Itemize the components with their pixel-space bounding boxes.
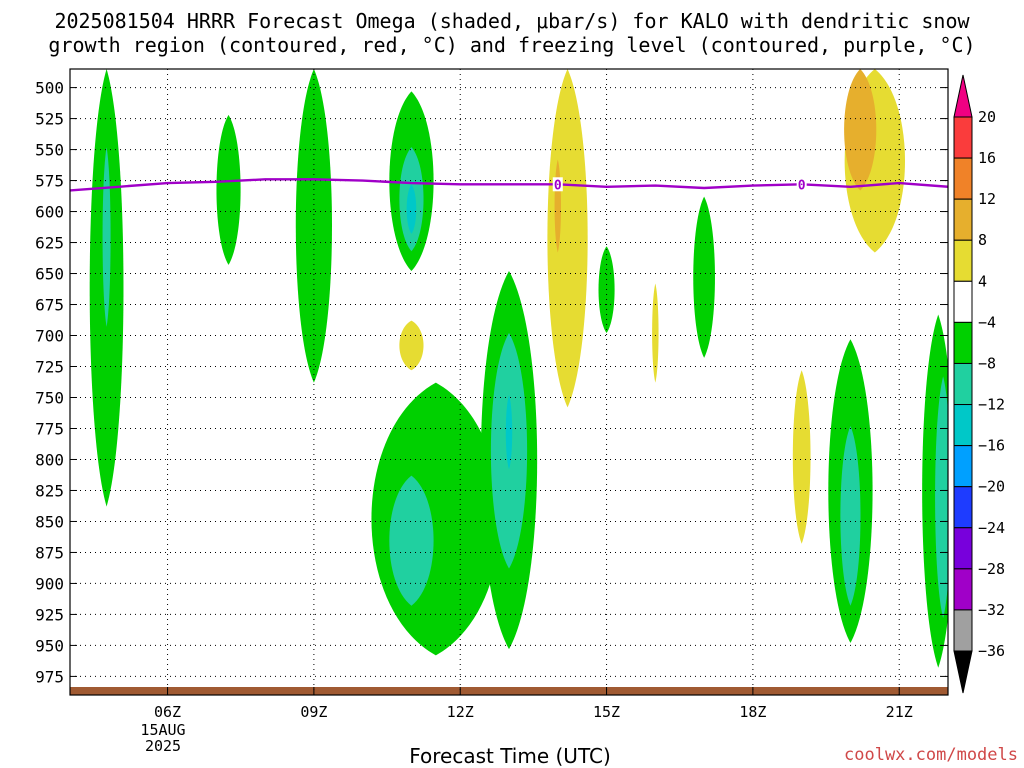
x-axis-title: Forecast Time (UTC) (409, 744, 611, 768)
omega-region-ascent-1030-low-core (389, 475, 434, 606)
colorbar-segment (953, 445, 973, 488)
y-tick-label: 850 (35, 512, 64, 531)
colorbar-label: −8 (978, 354, 996, 372)
freezing-level-label-bg (552, 177, 563, 192)
colorbar: 20 16 12 8 4 −4 −8 −12 −16 −20 −24 −28 −32 −36 (953, 74, 1005, 694)
y-tick-label: 500 (35, 79, 64, 98)
colorbar-label: −24 (978, 519, 1005, 537)
omega-region-ascent-1300-core2 (505, 395, 513, 470)
omega-region-ascent-1700 (693, 196, 715, 358)
colorbar-segment (953, 239, 973, 282)
colorbar-segment (953, 486, 973, 529)
colorbar-label: 16 (978, 149, 996, 167)
omega-region-ascent-2000-low-core (840, 426, 861, 606)
y-tick-label: 950 (35, 636, 64, 655)
y-tick-label: 925 (35, 605, 64, 624)
colorbar-label: −16 (978, 437, 1005, 455)
colorbar-label: 8 (978, 231, 987, 249)
y-tick-label: 825 (35, 481, 64, 500)
colorbar-segment (953, 198, 973, 241)
y-tick-label: 650 (35, 265, 64, 284)
x-tick-label: 12Z (447, 703, 474, 721)
omega-region-descent-1600 (652, 283, 659, 383)
date-label-year: 2025 (144, 737, 182, 755)
omega-region-ascent-2130-low-core (935, 376, 948, 619)
omega-region-descent-2000-core (844, 69, 877, 191)
colorbar-label: −36 (978, 642, 1005, 660)
colorbar-segment (953, 404, 973, 447)
colorbar-segment (953, 568, 973, 611)
x-tick-label: 06Z (154, 703, 181, 721)
y-tick-label: 725 (35, 358, 64, 377)
freezing-level-label: 0 (798, 178, 806, 193)
colorbar-segment (953, 280, 973, 323)
omega-region-descent-1900 (792, 370, 811, 544)
freezing-level-label-bg (796, 177, 807, 192)
y-tick-label: 575 (35, 172, 64, 191)
colorbar-label: −4 (978, 313, 996, 331)
colorbar-label: −20 (978, 478, 1005, 496)
omega-region-ascent-0445-core (102, 147, 111, 327)
colorbar-segment (953, 321, 973, 364)
colorbar-bottom-arrow (953, 650, 973, 694)
date-label-day: 15AUG (140, 721, 186, 739)
colorbar-label: −12 (978, 396, 1005, 414)
x-tick-label: 15Z (593, 703, 620, 721)
colorbar-top-arrow (953, 74, 973, 118)
y-tick-label: 625 (35, 234, 64, 253)
date-label: 15AUG 2025 (123, 722, 203, 754)
chart-title-line-1: 2025081504 HRRR Forecast Omega (shaded, … (54, 9, 970, 33)
colorbar-label: −32 (978, 601, 1005, 619)
x-tick-label: 21Z (886, 703, 913, 721)
colorbar-segment (953, 116, 973, 159)
omega-region-ascent-0715 (216, 114, 241, 265)
colorbar-segment (953, 362, 973, 406)
y-tick-label: 975 (35, 667, 64, 686)
x-tick-label: 09Z (300, 703, 327, 721)
colorbar-segment (953, 157, 973, 200)
y-tick-label: 700 (35, 327, 64, 346)
y-tick-label: 875 (35, 543, 64, 562)
y-tick-label: 775 (35, 419, 64, 438)
colorbar-label: 12 (978, 190, 996, 208)
x-tick-label: 18Z (739, 703, 766, 721)
colorbar-segment (953, 609, 973, 652)
omega-region-ascent-0900 (295, 69, 332, 383)
y-tick-label: 600 (35, 203, 64, 222)
y-tick-label: 675 (35, 296, 64, 315)
colorbar-label: −28 (978, 560, 1005, 578)
chart-title-line-2: growth region (contoured, red, °C) and f… (48, 33, 976, 57)
plot-frame (69, 68, 949, 696)
credit-link[interactable]: coolwx.com/models (844, 745, 1018, 765)
omega-region-ascent-1100-core2 (406, 184, 417, 234)
omega-region-descent-1400 (547, 69, 588, 408)
omega-region-descent-1100-small (399, 320, 424, 371)
y-tick-label: 800 (35, 450, 64, 469)
surface-strip (70, 687, 948, 695)
y-tick-label: 750 (35, 388, 64, 407)
y-tick-label: 900 (35, 574, 64, 593)
colorbar-label: 4 (978, 272, 987, 290)
colorbar-segment (953, 527, 973, 570)
y-tick-label: 525 (35, 110, 64, 129)
freezing-level-label: 0 (554, 178, 562, 193)
colorbar-label: 20 (978, 108, 996, 126)
y-tick-label: 550 (35, 141, 64, 160)
